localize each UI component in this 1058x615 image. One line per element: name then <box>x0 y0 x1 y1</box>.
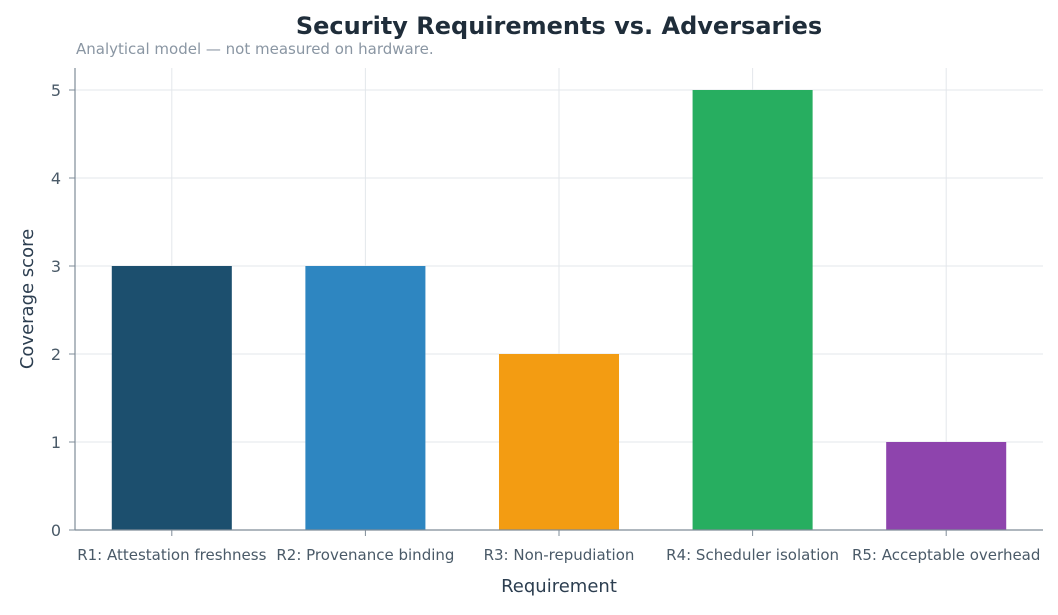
y-tick-label: 4 <box>51 169 61 188</box>
x-tick-label: R2: Provenance binding <box>276 546 454 564</box>
y-tick-label: 2 <box>51 345 61 364</box>
x-tick-label: R4: Scheduler isolation <box>666 546 839 564</box>
y-axis-label: Coverage score <box>17 229 38 369</box>
x-tick-label: R5: Acceptable overhead <box>852 546 1040 564</box>
chart-subtitle: Analytical model — not measured on hardw… <box>76 40 434 58</box>
x-tick-label: R1: Attestation freshness <box>77 546 266 564</box>
bar-4 <box>692 90 813 530</box>
bar-5 <box>886 442 1007 530</box>
bar-2 <box>305 266 426 530</box>
x-axis-label: Requirement <box>501 576 617 597</box>
chart-title: Security Requirements vs. Adversaries <box>295 12 823 40</box>
bar-1 <box>111 266 232 530</box>
bar-3 <box>498 354 620 530</box>
y-tick-label: 3 <box>51 257 61 276</box>
y-tick-label: 5 <box>51 81 61 100</box>
y-tick-label: 0 <box>51 521 61 540</box>
y-tick-label: 1 <box>51 433 61 452</box>
x-tick-label: R3: Non-repudiation <box>484 546 635 564</box>
